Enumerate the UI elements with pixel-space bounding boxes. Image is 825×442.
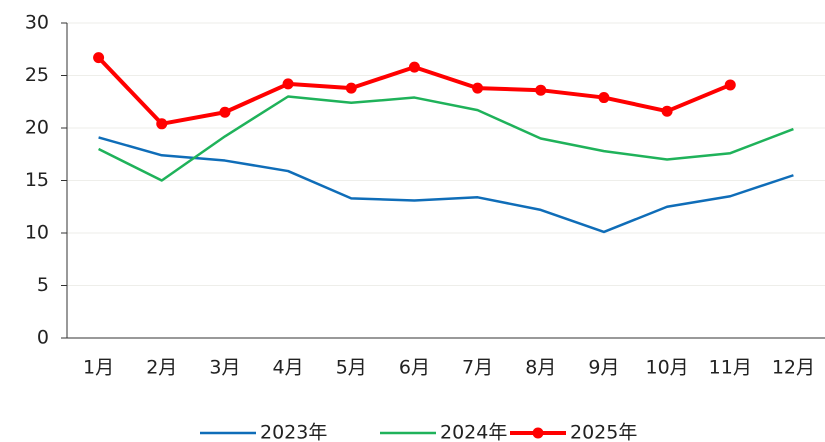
point bbox=[282, 78, 294, 90]
x-tick-label: 11月 bbox=[709, 357, 752, 379]
series-line bbox=[98, 95, 794, 182]
point bbox=[408, 61, 420, 73]
point bbox=[219, 106, 231, 118]
legend-label: 2024年 bbox=[440, 422, 507, 442]
y-tick-label: 5 bbox=[37, 274, 49, 296]
legend-label: 2023年 bbox=[260, 422, 327, 442]
point bbox=[535, 84, 547, 96]
x-tick-label: 3月 bbox=[209, 357, 240, 379]
legend-marker bbox=[532, 427, 544, 439]
y-tick-label: 10 bbox=[25, 222, 49, 244]
x-tick-label: 1月 bbox=[83, 357, 114, 379]
x-tick-label: 6月 bbox=[399, 357, 430, 379]
point bbox=[598, 92, 610, 104]
x-tick-label: 12月 bbox=[772, 357, 815, 379]
x-tick-label: 5月 bbox=[336, 357, 367, 379]
point bbox=[472, 82, 484, 94]
point bbox=[93, 52, 105, 64]
legend-label: 2025年 bbox=[570, 422, 637, 442]
x-tick-label: 7月 bbox=[462, 357, 493, 379]
x-tick-label: 10月 bbox=[645, 357, 688, 379]
point bbox=[156, 118, 168, 130]
x-tick-label: 9月 bbox=[588, 357, 619, 379]
x-tick-label: 4月 bbox=[273, 357, 304, 379]
point bbox=[661, 105, 673, 117]
y-tick-label: 0 bbox=[37, 327, 49, 349]
y-tick-label: 15 bbox=[25, 169, 49, 191]
point bbox=[724, 79, 736, 91]
point bbox=[345, 82, 357, 94]
y-tick-label: 30 bbox=[25, 12, 49, 34]
y-tick-label: 25 bbox=[25, 64, 49, 86]
x-tick-label: 8月 bbox=[525, 357, 556, 379]
series-line bbox=[98, 136, 794, 234]
y-tick-label: 20 bbox=[25, 117, 49, 139]
x-tick-label: 2月 bbox=[146, 357, 177, 379]
